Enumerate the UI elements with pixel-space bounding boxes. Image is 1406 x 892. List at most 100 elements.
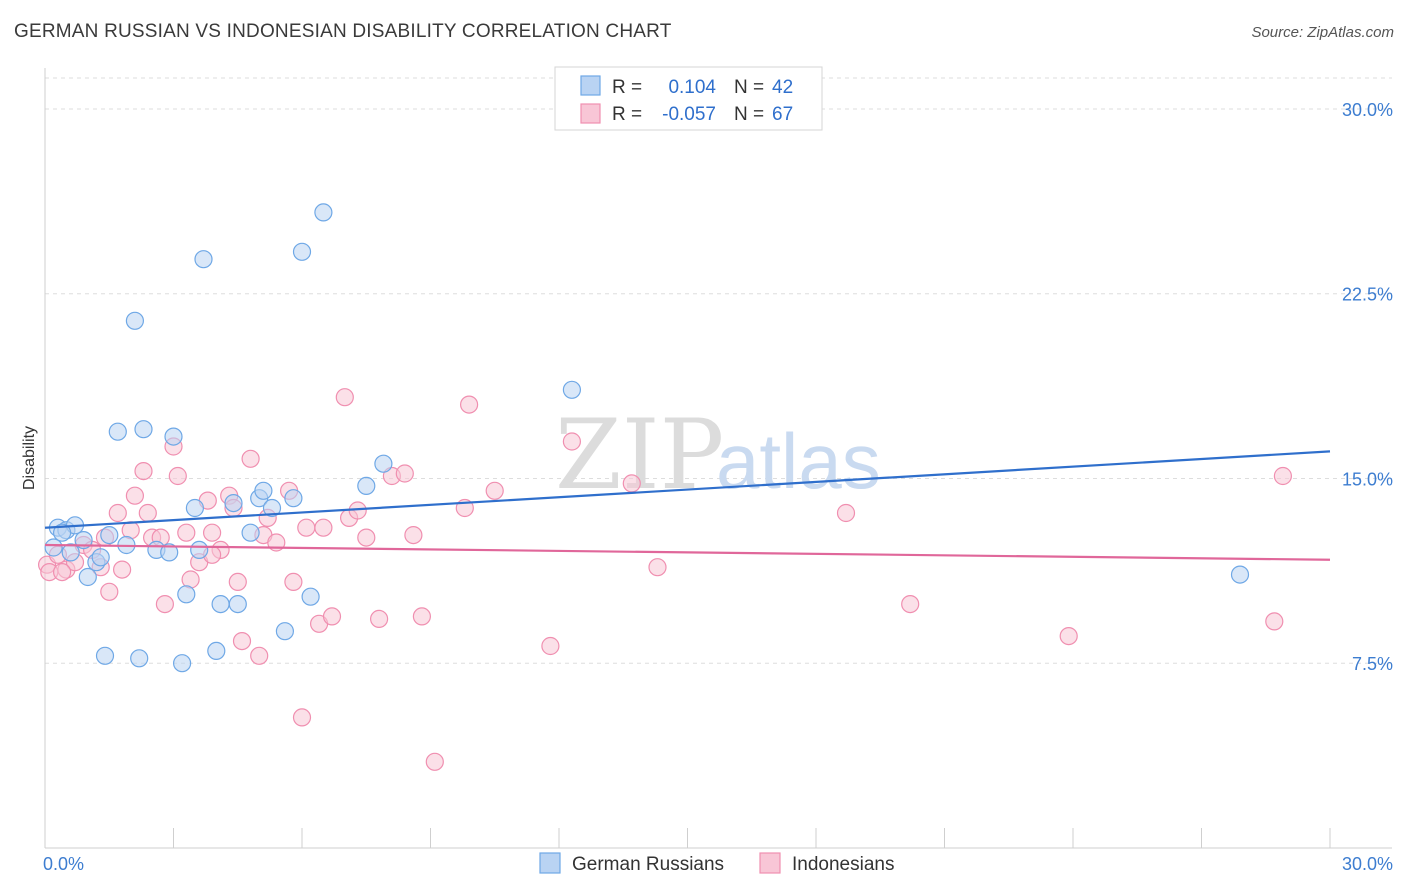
- indonesian-point-14: [138, 503, 157, 523]
- german-russian-point-8: [91, 548, 110, 567]
- german-russian-point-39: [95, 646, 115, 665]
- legend-n-value-2: 67: [772, 104, 793, 125]
- chart-title: GERMAN RUSSIAN VS INDONESIAN DISABILITY …: [14, 21, 672, 42]
- indonesian-point-13: [134, 462, 153, 481]
- legend-swatch-blue: [580, 75, 601, 96]
- axes: [44, 68, 1392, 849]
- indonesian-point-63: [1273, 466, 1293, 486]
- indonesian-point-38: [297, 518, 316, 537]
- legend-r-label-1: R =: [612, 77, 642, 98]
- german-russian-point-9: [100, 525, 119, 545]
- german-russian-trend-line: [44, 450, 1331, 529]
- indonesian-trend-line: [44, 543, 1331, 561]
- german-russian-point-13: [134, 420, 153, 439]
- bottom-legend-swatch-blue: [539, 852, 561, 874]
- bottom-legend: German Russians Indonesians: [539, 852, 894, 875]
- german-russian-point-26: [241, 523, 260, 542]
- indonesian-point-31: [250, 646, 269, 665]
- german-russian-point-33: [301, 587, 320, 606]
- y-tick-label-0: 7.5%: [1352, 654, 1393, 674]
- indonesian-point-20: [177, 523, 196, 542]
- indonesian-point-51: [425, 752, 444, 771]
- legend-swatch-pink: [580, 103, 601, 124]
- legend: R = 0.104 N = 42 R = -0.057 N = 67: [554, 66, 823, 131]
- indonesian-point-61: [1059, 626, 1078, 646]
- indonesian-point-19: [168, 466, 187, 486]
- german-russian-point-18: [177, 585, 196, 604]
- legend-r-label-2: R =: [612, 104, 642, 125]
- indonesian-point-24: [203, 523, 222, 542]
- german-russian-point-11: [108, 422, 127, 441]
- indonesian-point-28: [228, 572, 247, 592]
- indonesian-point-45: [357, 528, 376, 547]
- data-points: [37, 203, 1293, 771]
- indonesian-point-53: [460, 395, 479, 414]
- source-label: Source: ZipAtlas.com: [1251, 24, 1394, 41]
- german-russian-point-22: [207, 641, 226, 661]
- bottom-legend-label-2: Indonesians: [792, 854, 894, 875]
- bottom-legend-swatch-pink: [759, 852, 781, 874]
- german-russian-point-32: [292, 242, 312, 261]
- y-tick-label-1: 15.0%: [1342, 469, 1393, 489]
- german-russian-point-31: [284, 489, 303, 508]
- y-tick-labels: 7.5% 15.0% 22.5% 30.0%: [1342, 100, 1393, 674]
- indonesian-point-40: [314, 518, 333, 537]
- watermark-atlas: atlas: [716, 417, 881, 505]
- german-russian-point-19: [185, 498, 204, 518]
- german-russian-point-30: [275, 622, 294, 641]
- indonesian-point-36: [284, 572, 303, 592]
- x-tick-labels: 0.0% 30.0%: [43, 854, 1393, 874]
- indonesian-point-59: [836, 503, 856, 523]
- german-russian-point-25: [228, 594, 247, 614]
- german-russian-point-37: [562, 380, 582, 399]
- german-russian-point-4: [61, 543, 80, 562]
- indonesian-point-49: [404, 525, 423, 545]
- indonesian-point-42: [335, 388, 354, 407]
- indonesian-point-12: [125, 486, 144, 505]
- german-russian-point-20: [190, 540, 209, 560]
- indonesian-point-17: [155, 594, 174, 614]
- indonesian-point-58: [648, 558, 667, 577]
- german-russian-point-36: [374, 454, 393, 473]
- german-russian-point-16: [164, 427, 183, 446]
- german-russian-point-0: [44, 538, 63, 557]
- y-tick-label-3: 30.0%: [1342, 100, 1393, 120]
- x-tick-label-0: 0.0%: [43, 854, 84, 874]
- y-tick-label-2: 22.5%: [1342, 285, 1393, 305]
- indonesian-point-65: [52, 562, 72, 582]
- gridlines: [45, 77, 1392, 664]
- legend-n-value-1: 42: [772, 77, 793, 98]
- german-russian-point-38: [1230, 565, 1250, 584]
- legend-r-value-2: -0.057: [662, 104, 716, 125]
- indonesian-point-48: [395, 464, 414, 483]
- german-russian-point-15: [160, 543, 179, 562]
- german-russian-point-41: [52, 523, 72, 542]
- german-russian-point-40: [130, 649, 149, 668]
- legend-r-value-1: 0.104: [668, 77, 716, 98]
- german-russian-point-34: [314, 203, 333, 222]
- indonesian-point-29: [232, 631, 252, 651]
- german-russian-point-23: [211, 594, 230, 614]
- legend-n-label-1: N =: [734, 77, 764, 98]
- german-russian-point-6: [78, 567, 97, 587]
- watermark-zip: ZIP: [555, 399, 724, 511]
- x-tick-label-1: 30.0%: [1342, 854, 1393, 874]
- trend-lines: [44, 450, 1331, 561]
- legend-n-label-2: N =: [734, 104, 764, 125]
- indonesian-point-10: [112, 560, 132, 579]
- german-russian-point-12: [125, 311, 144, 330]
- indonesian-point-55: [541, 636, 560, 656]
- indonesian-point-50: [412, 607, 431, 626]
- german-russian-point-29: [262, 498, 282, 518]
- y-axis-label: Disability: [21, 426, 38, 490]
- german-russian-point-21: [194, 250, 213, 269]
- bottom-legend-label-1: German Russians: [572, 854, 724, 875]
- german-russian-point-24: [224, 494, 243, 513]
- indonesian-point-41: [322, 607, 342, 626]
- indonesian-point-46: [370, 609, 389, 629]
- german-russian-point-17: [173, 654, 192, 673]
- indonesian-point-54: [485, 481, 504, 500]
- indonesian-point-60: [901, 594, 920, 614]
- indonesian-point-62: [1265, 612, 1284, 631]
